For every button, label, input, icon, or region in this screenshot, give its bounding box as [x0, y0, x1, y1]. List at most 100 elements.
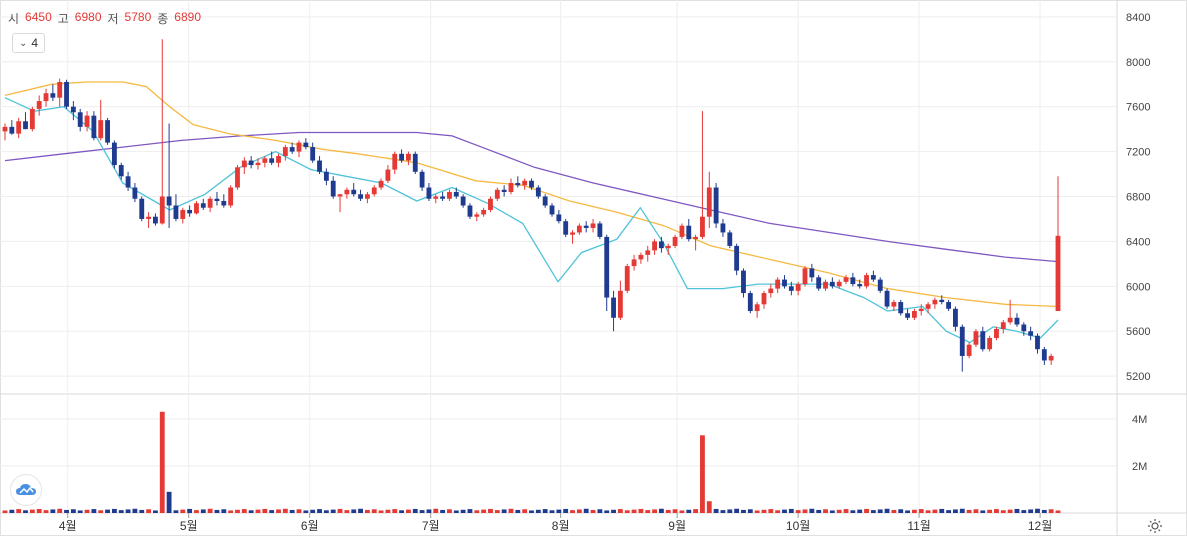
- volume-bar: [132, 508, 138, 513]
- candle: [488, 196, 493, 213]
- candle-body: [330, 180, 336, 197]
- candle: [529, 178, 534, 190]
- volume-bar: [870, 510, 876, 513]
- candle-body: [262, 158, 268, 163]
- candle: [494, 187, 500, 201]
- candle-body: [474, 214, 480, 217]
- candle-body: [296, 142, 302, 152]
- candle-body: [426, 187, 432, 199]
- period-selector[interactable]: ⌄ 4: [12, 33, 46, 53]
- candle: [323, 168, 329, 186]
- candle-body: [529, 180, 534, 188]
- candle-body: [686, 225, 692, 240]
- candle-body: [823, 281, 828, 289]
- volume-bar: [918, 509, 924, 513]
- candle: [679, 223, 685, 240]
- candle-body: [775, 279, 781, 289]
- candle: [870, 270, 876, 282]
- candle-body: [9, 126, 15, 134]
- candle: [276, 153, 281, 168]
- volume-bar: [426, 509, 432, 513]
- volume-bar: [946, 510, 952, 513]
- candle: [269, 151, 275, 166]
- candle-body: [973, 331, 979, 345]
- candle-body: [1000, 322, 1006, 329]
- candle: [70, 101, 76, 121]
- candle-body: [419, 171, 425, 188]
- candle-body: [153, 216, 158, 224]
- candle: [768, 284, 774, 298]
- cloud-logo-icon[interactable]: [10, 474, 42, 506]
- volume-bar: [652, 509, 657, 513]
- candle-body: [679, 225, 685, 237]
- volume-bar: [23, 510, 28, 513]
- candle-body: [269, 158, 275, 163]
- candle: [611, 290, 616, 332]
- candle: [132, 183, 138, 203]
- candle: [563, 218, 569, 237]
- candle-body: [358, 194, 363, 199]
- candle: [125, 171, 131, 191]
- candle-body: [180, 209, 186, 219]
- candle-body: [850, 277, 856, 285]
- volume-bar: [330, 509, 336, 513]
- volume-bar: [542, 509, 548, 513]
- volume-bar: [597, 509, 603, 513]
- volume-bar: [795, 510, 801, 513]
- candle: [980, 326, 986, 352]
- gear-icon[interactable]: [1145, 517, 1165, 535]
- candle: [987, 335, 993, 352]
- candle-body: [549, 205, 555, 215]
- candle: [440, 192, 446, 201]
- candle: [1021, 322, 1027, 336]
- volume-bar: [843, 509, 849, 513]
- candle-body: [624, 266, 630, 291]
- candle: [788, 281, 794, 296]
- candle: [364, 192, 370, 204]
- volume-bar: [720, 510, 726, 513]
- candle: [686, 218, 692, 242]
- candle-body: [891, 302, 897, 307]
- close-label: 종: [157, 12, 169, 26]
- candle-body: [241, 160, 247, 168]
- candle-body: [43, 93, 49, 102]
- candle-body: [166, 196, 172, 206]
- volume-bar: [638, 508, 644, 513]
- candle: [371, 185, 377, 197]
- volume-bar: [693, 509, 699, 513]
- volume-bar: [269, 510, 275, 513]
- price-tick-label: 6000: [1126, 281, 1150, 293]
- volume-bar: [371, 509, 377, 513]
- candle: [918, 304, 924, 316]
- candle-body: [467, 205, 473, 217]
- candle: [91, 111, 97, 141]
- candle: [816, 275, 822, 291]
- candle: [98, 99, 104, 141]
- candle: [406, 151, 411, 166]
- volume-bar: [1021, 510, 1027, 513]
- volume-bar: [953, 509, 958, 513]
- volume-bar: [139, 509, 145, 513]
- chevron-down-icon: ⌄: [19, 37, 28, 49]
- candle: [296, 140, 302, 158]
- candle-body: [809, 268, 815, 278]
- volume-bar: [576, 509, 582, 513]
- volume-bar: [754, 510, 760, 513]
- candle: [262, 156, 268, 168]
- candle-body: [64, 81, 69, 107]
- volume-bar: [994, 509, 999, 513]
- volume-bar: [364, 509, 370, 513]
- candle-body: [77, 112, 83, 127]
- candle-body: [57, 81, 63, 98]
- candle-body: [364, 194, 370, 199]
- volume-bar: [1035, 508, 1040, 513]
- volume-bar: [857, 509, 863, 513]
- volume-bar: [611, 509, 616, 513]
- volume-bar: [590, 509, 596, 513]
- candle-body: [399, 153, 405, 161]
- candle: [850, 272, 856, 287]
- candle-body: [631, 259, 637, 267]
- candle: [583, 221, 589, 233]
- candle-body: [843, 277, 849, 282]
